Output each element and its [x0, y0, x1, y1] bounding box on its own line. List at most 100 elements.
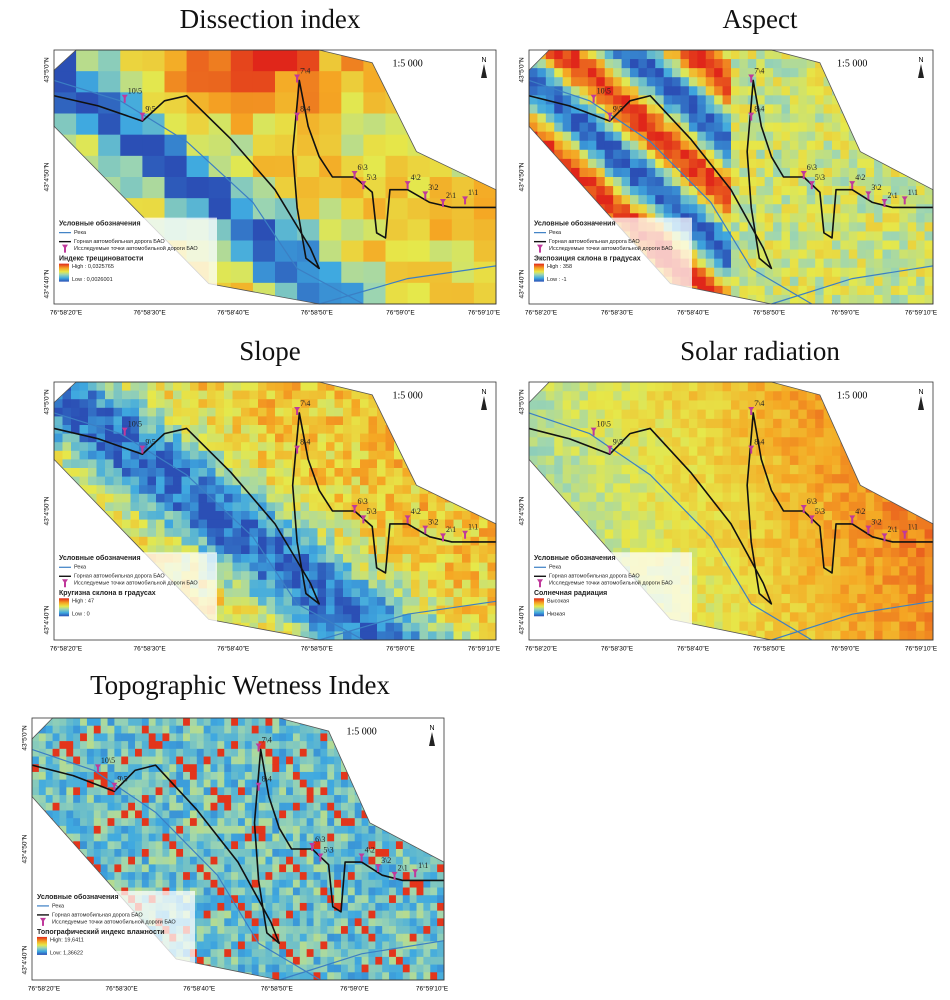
raster-cell — [445, 580, 454, 589]
raster-cell — [739, 603, 748, 613]
raster-cell — [807, 204, 816, 214]
raster-cell — [233, 408, 242, 417]
raster-cell — [824, 603, 833, 613]
raster-cell — [114, 477, 123, 486]
raster-cell — [452, 135, 475, 157]
raster-cell — [563, 447, 572, 457]
raster-cell — [613, 456, 622, 466]
raster-cell — [411, 468, 420, 477]
raster-cell — [596, 483, 605, 493]
lat-label: 43°5'0"N — [518, 57, 526, 83]
raster-cell — [563, 520, 572, 530]
raster-cell — [275, 563, 284, 572]
raster-cell — [782, 576, 791, 586]
raster-cell — [267, 580, 276, 589]
raster-cell — [925, 141, 934, 151]
raster-cell — [588, 168, 597, 178]
raster-cell — [807, 465, 816, 475]
raster-cell — [782, 141, 791, 151]
raster-cell — [343, 606, 352, 615]
raster-cell — [479, 623, 488, 632]
raster-cell — [672, 419, 681, 429]
raster-cell — [105, 477, 114, 486]
raster-cell — [630, 168, 639, 178]
raster-cell — [849, 603, 858, 613]
raster-cell — [352, 554, 361, 563]
raster-cell — [580, 86, 589, 96]
raster-cell — [807, 428, 816, 438]
raster-cell — [563, 141, 572, 151]
raster-cell — [73, 880, 80, 888]
raster-cell — [857, 268, 866, 278]
raster-cell — [114, 468, 123, 477]
raster-cell — [386, 511, 395, 520]
raster-cell — [462, 623, 471, 632]
raster-cell — [39, 733, 46, 741]
raster-cell — [622, 400, 631, 410]
raster-cell — [790, 612, 799, 622]
raster-cell — [537, 132, 546, 142]
raster-cell — [739, 410, 748, 420]
raster-cell — [59, 718, 66, 726]
raster-cell — [216, 520, 225, 529]
raster-cell — [488, 545, 497, 554]
raster-cell — [253, 241, 276, 263]
raster-cell — [697, 419, 706, 429]
raster-cell — [866, 123, 875, 133]
raster-cell — [706, 622, 715, 632]
raster-cell — [352, 468, 361, 477]
raster-cell — [190, 416, 199, 425]
raster-cell — [73, 818, 80, 826]
raster-cell — [488, 502, 497, 511]
lat-label: 43°5'0"N — [43, 389, 51, 415]
raster-cell — [723, 428, 732, 438]
raster-cell — [832, 204, 841, 214]
raster-cell — [714, 576, 723, 586]
raster-cell — [428, 571, 437, 580]
raster-cell — [832, 483, 841, 493]
raster-cell — [605, 465, 614, 475]
raster-cell — [479, 442, 488, 451]
raster-cell — [697, 603, 706, 613]
raster-cell — [807, 123, 816, 133]
raster-cell — [341, 241, 364, 263]
raster-cell — [849, 456, 858, 466]
raster-cell — [874, 268, 883, 278]
raster-cell — [63, 477, 72, 486]
raster-cell — [681, 483, 690, 493]
raster-cell — [156, 468, 165, 477]
raster-cell — [849, 204, 858, 214]
raster-cell — [697, 612, 706, 622]
raster-cell — [849, 419, 858, 429]
raster-cell — [360, 597, 369, 606]
raster-cell — [891, 231, 900, 241]
raster-cell — [773, 59, 782, 69]
raster-cell — [714, 474, 723, 484]
raster-cell — [840, 428, 849, 438]
raster-cell — [580, 465, 589, 475]
raster-cell — [71, 511, 80, 520]
raster-cell — [173, 416, 182, 425]
raster-cell — [807, 529, 816, 539]
raster-cell — [54, 382, 63, 391]
raster-cell — [546, 123, 555, 133]
raster-cell — [131, 485, 140, 494]
raster-cell — [815, 268, 824, 278]
raster-cell — [59, 880, 66, 888]
raster-cell — [428, 399, 437, 408]
raster-cell — [782, 204, 791, 214]
raster-cell — [622, 204, 631, 214]
raster-cell — [815, 150, 824, 160]
raster-cell — [849, 410, 858, 420]
raster-cell — [462, 451, 471, 460]
legend-layer: Экспозиция склона в градусах — [534, 255, 641, 262]
raster-cell — [139, 485, 148, 494]
raster-cell — [190, 537, 199, 546]
raster-cell — [488, 563, 497, 572]
raster-cell — [798, 95, 807, 105]
raster-cell — [546, 204, 555, 214]
raster-cell — [723, 382, 732, 392]
legend-layer: Солнечная радиация — [534, 590, 607, 597]
raster-cell — [714, 483, 723, 493]
raster-cell — [622, 474, 631, 484]
